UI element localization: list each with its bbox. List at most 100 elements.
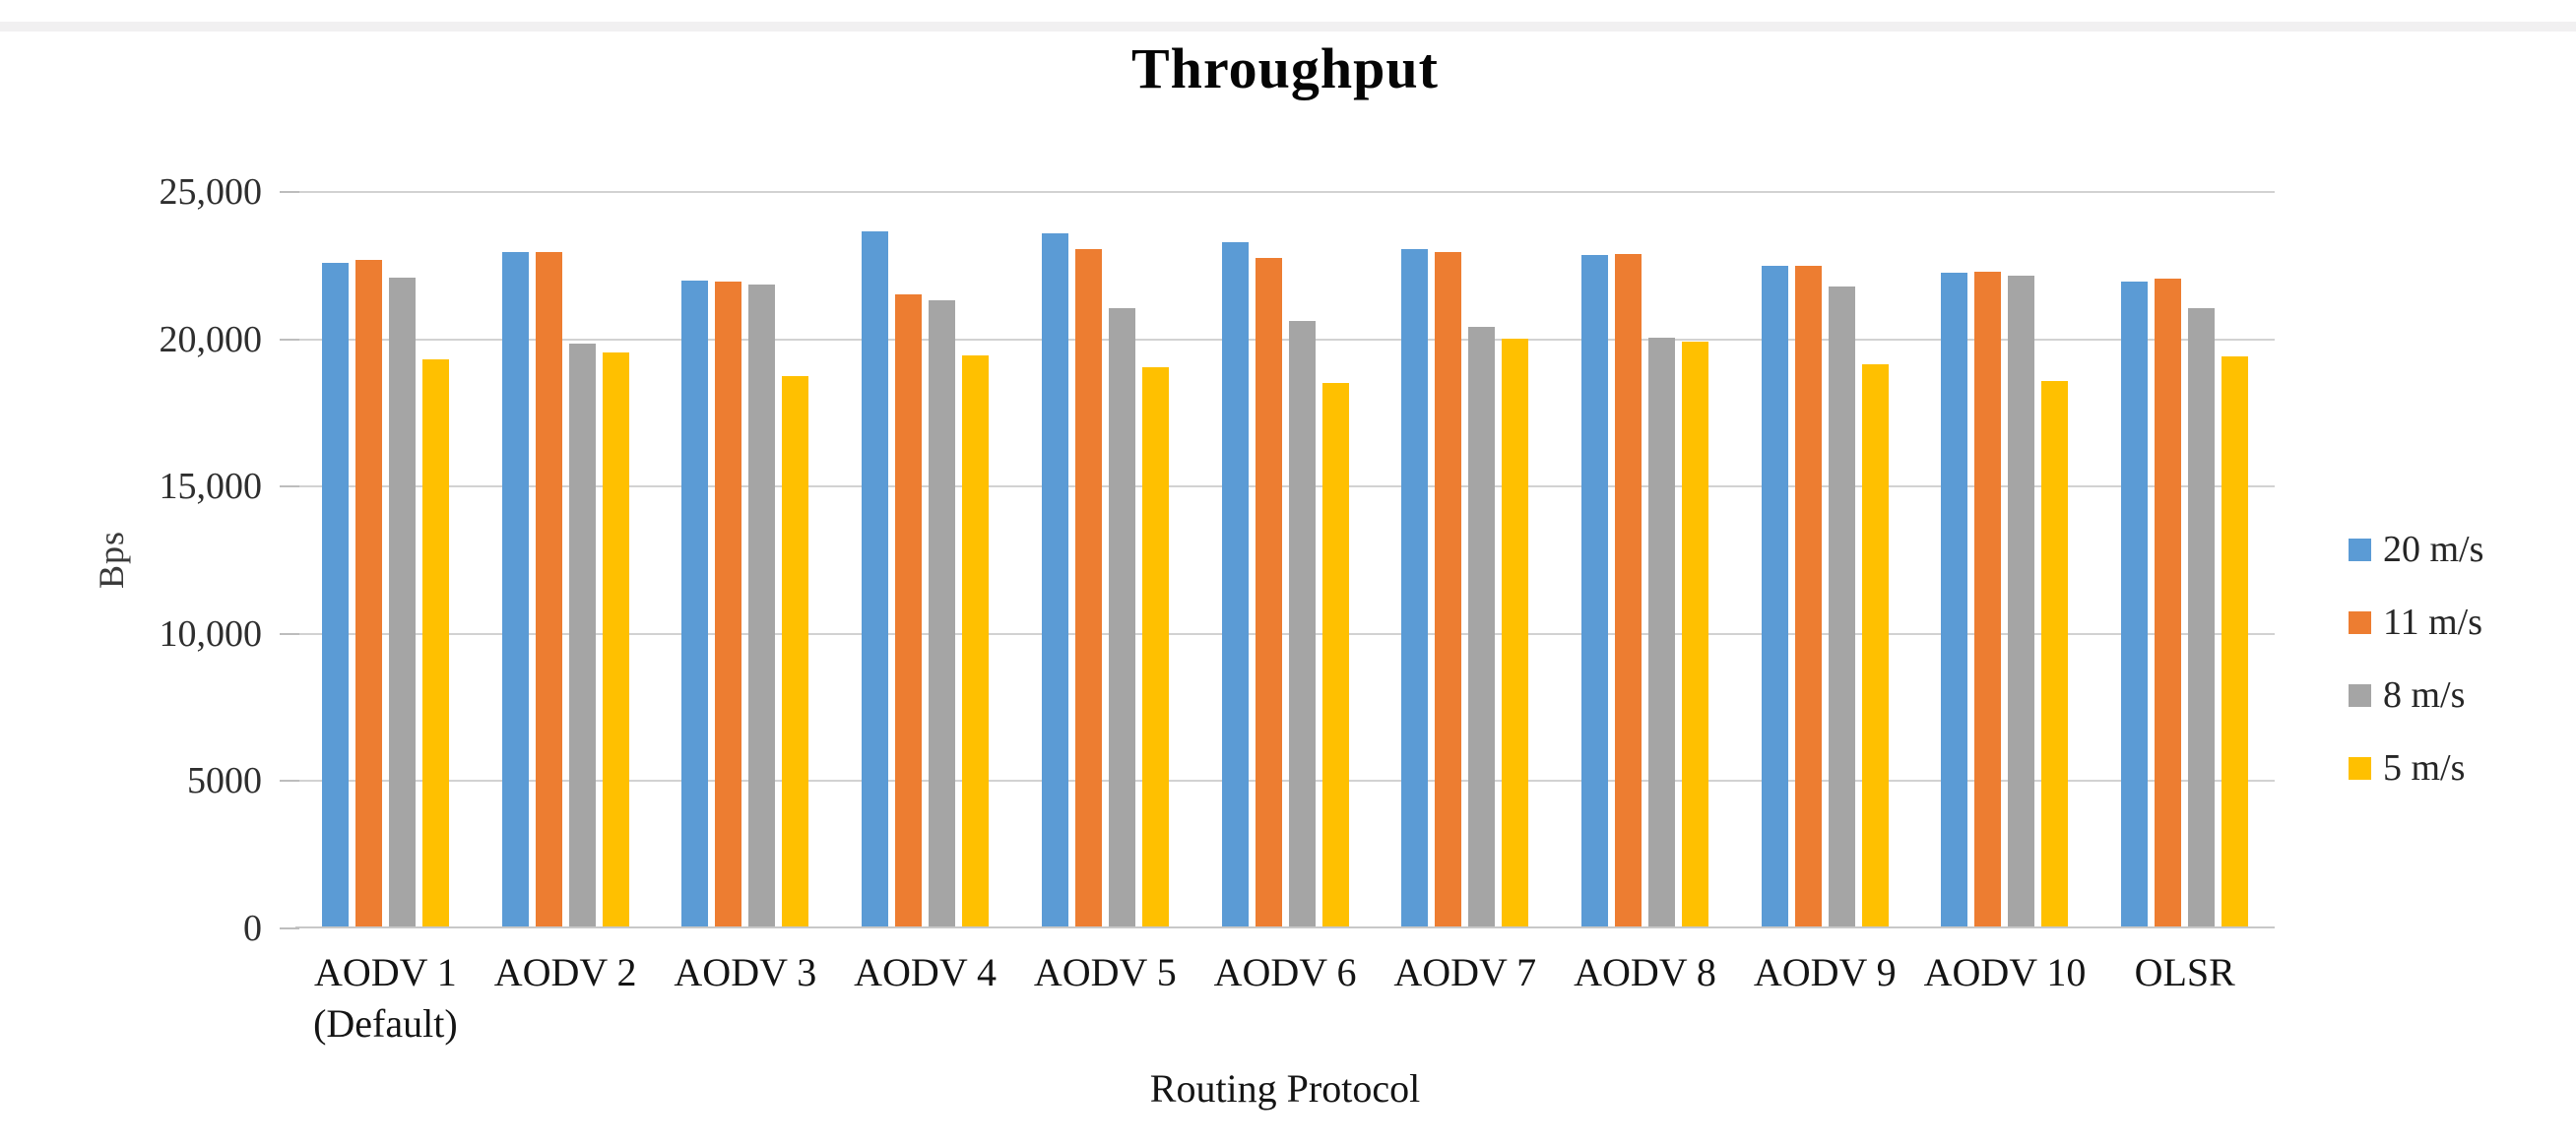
x-axis-title: Routing Protocol [1149, 1066, 1421, 1111]
legend-swatch-icon [2349, 683, 2371, 707]
y-axis-tick-mark [280, 780, 299, 783]
bar [1828, 286, 1855, 926]
y-axis-tick-mark [280, 927, 299, 929]
bar [2121, 282, 2149, 926]
plot-area [280, 191, 2275, 929]
bar [2155, 279, 2182, 926]
bar [1974, 271, 2002, 926]
bar [1468, 327, 1496, 926]
bar [2188, 307, 2216, 926]
bar [862, 231, 889, 926]
legend-item: 20 m/s [2349, 528, 2483, 571]
bar [1761, 265, 1788, 926]
bar [1794, 265, 1822, 926]
bar [2041, 381, 2069, 926]
legend-swatch-icon [2349, 538, 2371, 561]
bar [1041, 232, 1068, 926]
legend-swatch-icon [2349, 756, 2371, 780]
bar [354, 259, 382, 926]
y-tick-label: 25,000 [159, 171, 263, 213]
bar [1141, 366, 1169, 926]
y-axis-tick-mark [280, 485, 299, 488]
y-tick-label: 20,000 [159, 318, 263, 360]
gridline-10000 [295, 632, 2275, 635]
x-tick-label: AODV 10 [1923, 950, 2087, 994]
legend-label: 8 m/s [2383, 674, 2466, 716]
bar [1615, 253, 1642, 926]
legend-swatch-icon [2349, 610, 2371, 634]
x-tick-label: AODV 1 (Default) [313, 950, 458, 1046]
y-axis-tick-mark [280, 191, 299, 193]
gridline-20000 [295, 338, 2275, 341]
x-tick-label: AODV 2 [493, 950, 637, 994]
y-tick-label: 15,000 [159, 466, 263, 508]
gridline-25000 [295, 191, 2275, 193]
bar [1321, 382, 1349, 926]
legend-item: 8 m/s [2349, 673, 2483, 717]
bar [1401, 249, 1429, 926]
bar [681, 280, 709, 926]
bar-group [1375, 192, 1555, 926]
bar-group [835, 192, 1015, 926]
bar [388, 277, 416, 926]
bar [962, 354, 990, 926]
bar [1941, 273, 1968, 926]
bar [1581, 255, 1608, 926]
bar-group [1015, 192, 1195, 926]
bar [535, 252, 562, 926]
bar [1288, 321, 1316, 926]
bar [602, 351, 629, 926]
y-axis-tick-mark [280, 632, 299, 635]
bar [1502, 339, 1529, 926]
legend-item: 11 m/s [2349, 601, 2483, 644]
bar-group [1195, 192, 1376, 926]
bar [321, 262, 349, 926]
bar [1682, 342, 1708, 926]
bar [748, 285, 776, 926]
bar-group [295, 192, 476, 926]
bar [2008, 276, 2035, 926]
bar [895, 294, 923, 926]
bar [2222, 356, 2249, 926]
x-tick-label: AODV 5 [1033, 950, 1177, 994]
legend-label: 11 m/s [2383, 602, 2482, 643]
scan-artifact-strip [0, 22, 2576, 32]
legend: 20 m/s 11 m/s 8 m/s 5 m/s [2349, 528, 2483, 790]
bar [501, 252, 529, 926]
bar [568, 343, 596, 926]
legend-label: 5 m/s [2383, 747, 2466, 789]
y-tick-label: 5000 [187, 760, 262, 802]
x-tick-label: AODV 6 [1213, 950, 1357, 994]
bar [1255, 258, 1282, 926]
x-tick-label: AODV 9 [1753, 950, 1897, 994]
x-tick-label: OLSR [2134, 950, 2235, 994]
gridline-5000 [295, 780, 2275, 783]
bar-group [1555, 192, 1735, 926]
chart-title: Throughput [1131, 36, 1439, 100]
bar [1108, 307, 1135, 926]
gridline-15000 [295, 485, 2275, 488]
x-tick-label: AODV 8 [1574, 950, 1716, 994]
bar [1648, 337, 1675, 926]
x-axis-tick-labels: AODV 1 (Default) AODV 2 AODV 3 AODV 4 AODV 5… [295, 947, 2275, 1050]
y-axis-tick-labels: 0 5000 10,000 15,000 20,000 25,000 [0, 171, 263, 949]
bar [421, 359, 449, 926]
x-tick-label: AODV 4 [854, 950, 997, 994]
x-tick-label: AODV 3 [674, 950, 817, 994]
legend-label: 20 m/s [2383, 529, 2484, 570]
bar-group [1735, 192, 1915, 926]
bar-group [655, 192, 835, 926]
bar [1221, 241, 1249, 926]
bar-group [2094, 192, 2275, 926]
y-tick-label: 0 [243, 908, 262, 949]
y-axis-tick-mark [280, 338, 299, 341]
x-tick-label: AODV 7 [1393, 950, 1537, 994]
bar [715, 282, 742, 926]
bar [1074, 249, 1102, 926]
y-tick-label: 10,000 [159, 612, 263, 655]
bar [1861, 363, 1889, 926]
bar-group [1915, 192, 2095, 926]
bar [929, 300, 956, 926]
bar [1435, 252, 1462, 926]
